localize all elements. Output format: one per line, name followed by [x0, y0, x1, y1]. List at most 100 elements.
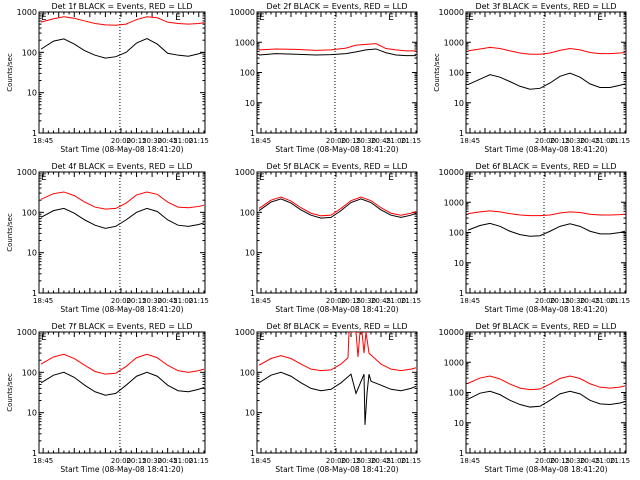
series-line-lld [258, 332, 417, 372]
x-tick-label: 20:30 [565, 137, 585, 145]
y-tick-label: 10000 [439, 328, 464, 337]
y-tick-label: 1 [459, 129, 464, 138]
x-tick-label: 20:15 [126, 297, 146, 305]
y-tick-label: 1000 [17, 328, 37, 337]
y-tick-label: 1000 [235, 38, 255, 47]
marker-glyph-left: E [468, 333, 474, 343]
x-tick-label: 21:00 [386, 457, 406, 465]
y-tick-label: 100 [240, 368, 255, 377]
marker-glyph-right: E [175, 13, 181, 23]
x-tick-label: 20:00 [111, 297, 131, 305]
marker-glyph-left: E [41, 173, 47, 183]
y-tick-label: 1000 [17, 168, 37, 177]
x-tick-label: 21:15 [610, 457, 630, 465]
y-tick-label: 10 [27, 409, 37, 418]
x-axis-label: Start Time (08-May-08 18:41:20) [484, 305, 607, 314]
x-tick-label: 20:15 [341, 297, 361, 305]
x-tick-label: 20:30 [356, 137, 376, 145]
plot-frame [256, 331, 418, 454]
y-tick-label: 1000 [235, 168, 255, 177]
series-line-lld [467, 46, 626, 55]
y-tick-label: 10000 [230, 8, 255, 17]
panel-det-5f: Det 5f BLACK = Events, RED = LLD 1 10 100 10… [235, 162, 421, 314]
panel-title: Det 5f BLACK = Events, RED = LLD [266, 162, 407, 171]
y-tick-label: 100 [449, 229, 464, 238]
x-tick-label: 20:15 [126, 137, 146, 145]
series-line-events [40, 207, 205, 229]
plot-frame [38, 171, 206, 294]
x-tick-label: 20:00 [535, 457, 555, 465]
marker-glyph-right: E [597, 173, 603, 183]
y-tick-label: 100 [240, 69, 255, 78]
x-tick-label: 20:30 [565, 457, 585, 465]
x-tick-label: 21:15 [189, 137, 209, 145]
x-tick-label: 21:15 [401, 457, 421, 465]
y-tick-label: 100 [449, 389, 464, 398]
x-tick-label: 21:00 [173, 137, 193, 145]
series-line-lld [40, 353, 205, 375]
panel-det-3f: Det 3f BLACK = Events, RED = LLD 1 10 100 10… [433, 2, 630, 154]
panel-title: Det 8f BLACK = Events, RED = LLD [266, 322, 407, 331]
x-axis-label: Start Time (08-May-08 18:41:20) [275, 465, 398, 474]
series-line-events [467, 72, 626, 90]
panel-det-9f: Det 9f BLACK = Events, RED = LLD 1 10 100 10… [439, 322, 631, 474]
series-line-lld [258, 196, 417, 217]
marker-glyph-left: E [468, 13, 474, 23]
series-line-lld [258, 43, 416, 52]
panel-title: Det 7f BLACK = Events, RED = LLD [51, 322, 192, 331]
panel-title: Det 9f BLACK = Events, RED = LLD [475, 322, 616, 331]
marker-glyph-right: E [175, 173, 181, 183]
x-tick-label: 18:45 [33, 297, 53, 305]
x-tick-label: 21:15 [610, 137, 630, 145]
panel-det-2f: Det 2f BLACK = Events, RED = LLD 1 10 100 10… [230, 2, 422, 154]
x-tick-label: 21:15 [401, 297, 421, 305]
x-tick-label: 20:45 [158, 297, 178, 305]
y-tick-label: 10 [454, 419, 464, 428]
y-axis-label: Counts/sec [6, 53, 14, 92]
series-line-lld [467, 375, 626, 391]
y-tick-label: 10 [454, 259, 464, 268]
x-tick-label: 21:00 [173, 297, 193, 305]
marker-glyph-right: E [597, 13, 603, 23]
marker-glyph-right: E [597, 333, 603, 343]
x-tick-label: 18:45 [33, 137, 53, 145]
panel-det-6f: Det 6f BLACK = Events, RED = LLD 1 10 100 10… [439, 162, 631, 314]
x-tick-label: 20:45 [371, 297, 391, 305]
y-tick-label: 1000 [444, 358, 464, 367]
x-tick-label: 20:30 [356, 297, 376, 305]
y-tick-label: 1 [32, 129, 37, 138]
marker-glyph-left: E [41, 333, 47, 343]
y-tick-label: 100 [240, 208, 255, 217]
series-line-events [40, 371, 205, 396]
plot-frame [256, 171, 418, 294]
plot-frame [256, 11, 418, 134]
x-tick-label: 20:30 [356, 457, 376, 465]
x-tick-label: 20:00 [111, 137, 131, 145]
y-tick-label: 1000 [235, 328, 255, 337]
x-tick-label: 20:15 [550, 457, 570, 465]
y-tick-label: 1 [250, 129, 255, 138]
panel-title: Det 2f BLACK = Events, RED = LLD [266, 2, 407, 11]
series-line-events [258, 198, 417, 219]
panel-det-8f: Det 8f BLACK = Events, RED = LLD 1 10 100 10… [235, 322, 421, 474]
y-tick-label: 1 [250, 289, 255, 298]
y-tick-label: 1 [32, 449, 37, 458]
x-tick-label: 18:45 [460, 297, 480, 305]
marker-glyph-right: E [388, 173, 394, 183]
x-tick-label: 21:00 [595, 297, 615, 305]
y-tick-label: 1000 [17, 8, 37, 17]
x-tick-label: 20:45 [580, 457, 600, 465]
x-axis-label: Start Time (08-May-08 18:41:20) [275, 145, 398, 154]
x-tick-label: 20:15 [341, 137, 361, 145]
series-line-lld [40, 16, 205, 26]
y-tick-label: 10000 [439, 8, 464, 17]
marker-glyph-left: E [259, 173, 265, 183]
x-axis-label: Start Time (08-May-08 18:41:20) [60, 305, 183, 314]
y-tick-label: 10000 [439, 168, 464, 177]
x-tick-label: 20:15 [550, 137, 570, 145]
marker-glyph-right: E [388, 13, 394, 23]
x-tick-label: 20:45 [158, 137, 178, 145]
panel-det-7f: Det 7f BLACK = Events, RED = LLD 1 10 100 10… [6, 322, 209, 474]
x-tick-label: 20:15 [341, 457, 361, 465]
